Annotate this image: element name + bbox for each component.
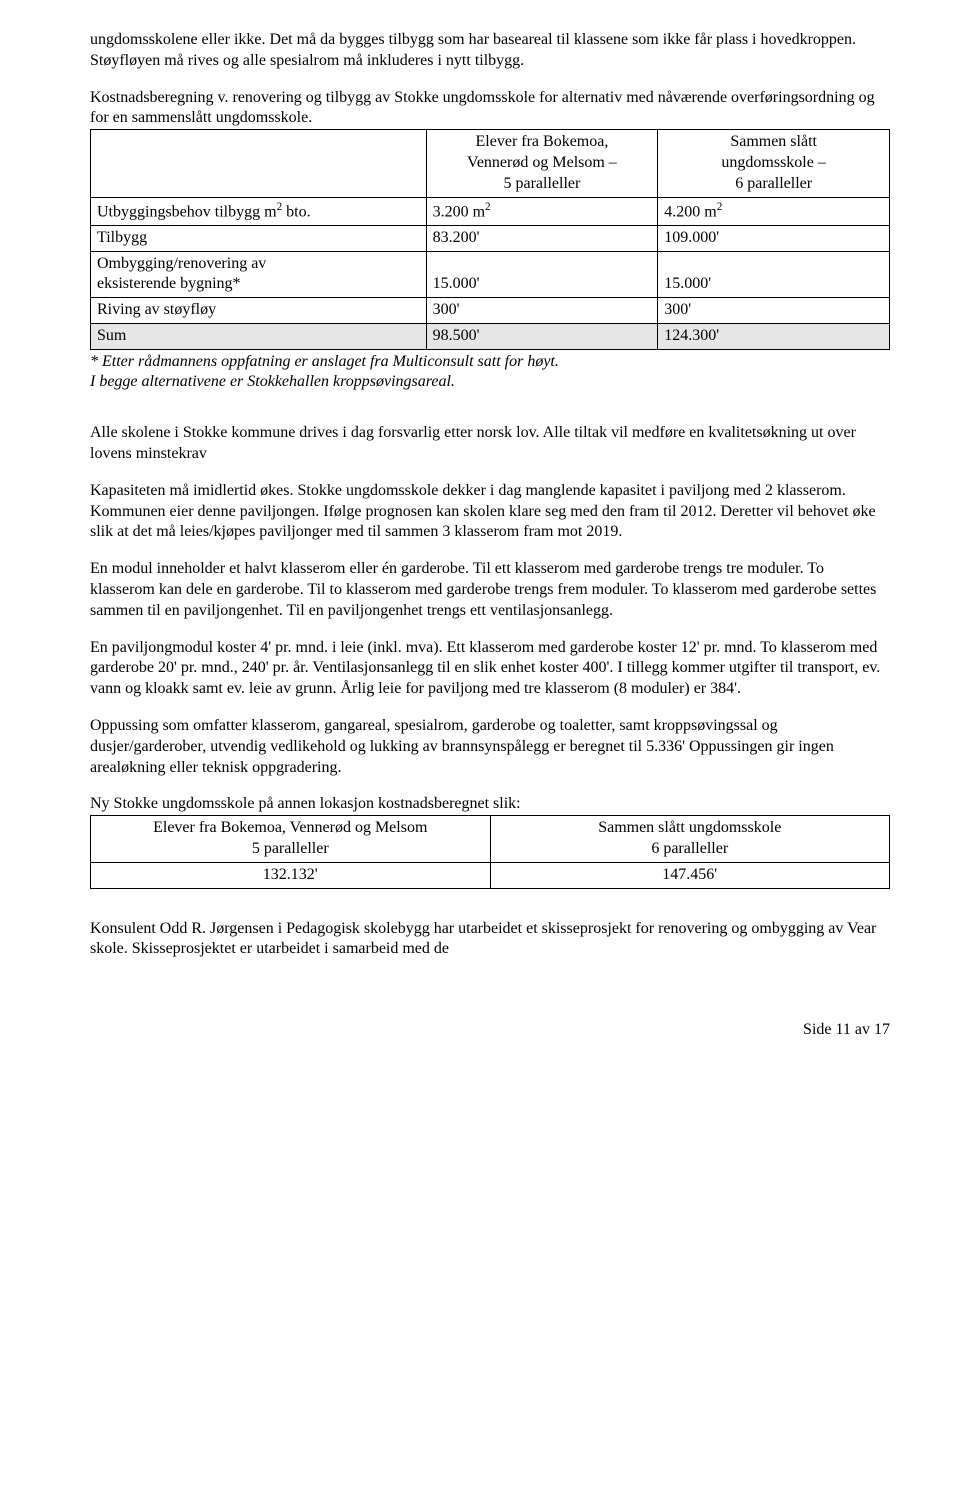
text: 5 paralleller — [252, 840, 329, 857]
text: * Etter rådmannens oppfatning er anslage… — [90, 353, 559, 370]
text: 4.200 m — [664, 203, 716, 220]
cell-value: 15.000' — [426, 251, 658, 298]
cell-label: Ombygging/renovering av eksisterende byg… — [91, 251, 427, 298]
text: I begge alternativene er Stokkehallen kr… — [90, 373, 455, 390]
paragraph: En paviljongmodul koster 4' pr. mnd. i l… — [90, 638, 890, 700]
superscript: 2 — [485, 201, 491, 213]
text: Sammen slått ungdomsskole — [598, 819, 781, 836]
table-header-a: Elever fra Bokemoa, Vennerød og Melsom 5… — [91, 816, 491, 863]
text: 6 paralleller — [735, 175, 812, 192]
text: 3.200 m — [433, 203, 485, 220]
paragraph: Kostnadsberegning v. renovering og tilby… — [90, 88, 890, 130]
paragraph: Konsulent Odd R. Jørgensen i Pedagogisk … — [90, 919, 890, 961]
cost-table-1: Elever fra Bokemoa, Vennerød og Melsom –… — [90, 129, 890, 350]
text: eksisterende bygning* — [97, 275, 241, 292]
cell-label: Tilbygg — [91, 225, 427, 251]
text: Sammen slått — [730, 133, 817, 150]
paragraph: Oppussing som omfatter klasserom, gangar… — [90, 716, 890, 778]
cell-label: Sum — [91, 323, 427, 349]
paragraph: Ny Stokke ungdomsskole på annen lokasjon… — [90, 794, 890, 815]
cell-value: 3.200 m2 — [426, 197, 658, 225]
text: Utbyggingsbehov tilbygg m — [97, 203, 277, 220]
table-header-empty — [91, 130, 427, 197]
cell-value: 109.000' — [658, 225, 890, 251]
cell-value: 98.500' — [426, 323, 658, 349]
table-header-b: Sammen slått ungdomsskole 6 paralleller — [490, 816, 890, 863]
text: ungdomsskole – — [721, 154, 825, 171]
cell-value: 83.200' — [426, 225, 658, 251]
text: 5 paralleller — [504, 175, 581, 192]
page-footer: Side 11 av 17 — [90, 1020, 890, 1041]
table-footnote: * Etter rådmannens oppfatning er anslage… — [90, 352, 890, 394]
text: bto. — [282, 203, 310, 220]
superscript: 2 — [717, 201, 723, 213]
table-row-sum: Sum 98.500' 124.300' — [91, 323, 890, 349]
text: Vennerød og Melsom – — [467, 154, 617, 171]
cell-value: 124.300' — [658, 323, 890, 349]
table-row: Tilbygg 83.200' 109.000' — [91, 225, 890, 251]
cell-value: 4.200 m2 — [658, 197, 890, 225]
table-row: 132.132' 147.456' — [91, 862, 890, 888]
table-row: Utbyggingsbehov tilbygg m2 bto. 3.200 m2… — [91, 197, 890, 225]
text: Elever fra Bokemoa, Vennerød og Melsom — [153, 819, 427, 836]
paragraph: ungdomsskolene eller ikke. Det må da byg… — [90, 30, 890, 72]
paragraph: Alle skolene i Stokke kommune drives i d… — [90, 423, 890, 465]
cell-value: 132.132' — [91, 862, 491, 888]
table-header-b: Sammen slått ungdomsskole – 6 parallelle… — [658, 130, 890, 197]
paragraph: En modul inneholder et halvt klasserom e… — [90, 559, 890, 621]
table-header-a: Elever fra Bokemoa, Vennerød og Melsom –… — [426, 130, 658, 197]
cell-label: Utbyggingsbehov tilbygg m2 bto. — [91, 197, 427, 225]
table-row: Riving av støyfløy 300' 300' — [91, 298, 890, 324]
cell-label: Riving av støyfløy — [91, 298, 427, 324]
cell-value: 300' — [658, 298, 890, 324]
paragraph: Kapasiteten må imidlertid økes. Stokke u… — [90, 481, 890, 543]
cost-table-2: Elever fra Bokemoa, Vennerød og Melsom 5… — [90, 815, 890, 888]
table-row: Ombygging/renovering av eksisterende byg… — [91, 251, 890, 298]
text: Ombygging/renovering av — [97, 255, 266, 272]
text: Elever fra Bokemoa, — [476, 133, 609, 150]
cell-value: 147.456' — [490, 862, 890, 888]
text: 6 paralleller — [651, 840, 728, 857]
cell-value: 300' — [426, 298, 658, 324]
cell-value: 15.000' — [658, 251, 890, 298]
